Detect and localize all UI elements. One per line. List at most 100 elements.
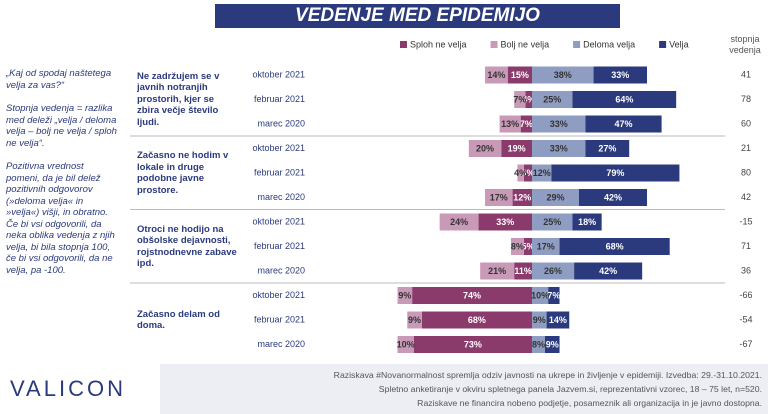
value-label: 8% (532, 339, 545, 349)
bar-segment (532, 336, 545, 353)
footer: VALICON Raziskava #Novanormalnost spreml… (0, 364, 768, 414)
index-value: 78 (741, 94, 751, 104)
value-label: 33% (550, 119, 568, 129)
bar-segment (412, 287, 532, 304)
bar-segment (585, 140, 630, 157)
bar-segment (514, 91, 526, 108)
value-label: 10% (397, 339, 415, 349)
value-label: 12% (533, 168, 551, 178)
footer-line: Spletno anketiranje v okviru spletnega p… (378, 384, 762, 394)
value-label: 9% (408, 315, 421, 325)
bar-segment (532, 213, 573, 231)
value-label: 25% (543, 217, 561, 227)
title: VEDENJE MED EPIDEMIJO (215, 4, 620, 28)
value-label: 64% (615, 94, 633, 104)
index-header: stopnja vedenja (729, 34, 761, 55)
row-label: oktober 2021 (252, 290, 305, 300)
value-label: 25% (543, 94, 561, 104)
value-label: 20% (476, 143, 494, 153)
bar-segment (407, 311, 422, 329)
bar-segment (525, 91, 532, 108)
value-label: 33% (611, 70, 629, 80)
bar-segment (413, 336, 532, 353)
index-value: 80 (741, 167, 751, 177)
value-label: 17% (490, 192, 508, 202)
value-label: 9% (398, 290, 411, 300)
legend-swatch (659, 41, 667, 48)
row-label: oktober 2021 (252, 143, 305, 153)
bar-segment (397, 336, 414, 353)
group-label: Otroci ne hodijo na obšolske dejavnosti,… (137, 223, 237, 270)
value-label: 33% (496, 217, 514, 227)
bar-segment (468, 140, 502, 157)
value-label: 47% (615, 119, 633, 129)
note: Pozitivna vrednost pomeni, da je bil del… (6, 161, 115, 276)
value-label: 68% (468, 315, 486, 325)
row-label: februar 2021 (254, 94, 305, 104)
bar-segment (501, 140, 532, 157)
group-label: Začasno delam od doma. (137, 308, 220, 332)
index-value: 60 (741, 118, 751, 128)
value-label: 24% (450, 217, 468, 227)
value-label: 4% (522, 94, 535, 104)
bar-segment (499, 115, 521, 133)
chart: Sploh ne velja Bolj ne velja Deloma velja V… (130, 39, 753, 353)
bar-segment (520, 115, 532, 133)
bar-segment (532, 66, 594, 84)
bar-segment (532, 164, 552, 182)
value-label: 27% (598, 143, 616, 153)
bar-segment (485, 66, 508, 84)
bar-segment (517, 164, 524, 182)
row-label: februar 2021 (254, 314, 305, 324)
note: „Kaj od spodaj naštetega velja za vas?“ (6, 68, 112, 91)
index-value: 71 (741, 241, 751, 251)
value-label: 79% (606, 168, 624, 178)
bar-segment (514, 262, 532, 280)
bar-segment (572, 213, 602, 231)
value-label: 5% (521, 241, 534, 251)
value-label: 7% (520, 119, 533, 129)
value-label: 8% (511, 241, 524, 251)
bar-segment (532, 115, 586, 133)
bar-segment (532, 91, 573, 108)
bar-segment (397, 287, 413, 304)
value-label: 13% (501, 119, 519, 129)
bar-segment (478, 213, 532, 231)
bar-segment (512, 189, 532, 206)
footer-line: Raziskava #Novanormalnost spremlja odziv… (333, 370, 762, 380)
row-label: februar 2021 (254, 241, 305, 251)
bar-segment (578, 189, 648, 206)
value-label: 11% (514, 266, 532, 276)
value-label: 5% (521, 168, 534, 178)
bar-segment (523, 238, 532, 255)
value-label: 9% (533, 315, 546, 325)
bar-segment (480, 262, 515, 280)
row-label: februar 2021 (254, 167, 305, 177)
group-label: Začasno ne hodim v lokale in druge podob… (137, 150, 229, 196)
bar-segment (421, 311, 532, 329)
notes: „Kaj od spodaj naštetega velja za vas?“ … (6, 68, 118, 288)
index-value: -54 (739, 314, 752, 324)
bar-segment (548, 287, 560, 304)
value-label: 33% (550, 143, 568, 153)
index-value: 21 (741, 143, 751, 153)
bar-segment (532, 287, 549, 304)
bar-segment (532, 311, 547, 329)
row-label: marec 2020 (257, 339, 305, 349)
bar-segment (439, 213, 479, 231)
bar-segment (574, 262, 643, 280)
index-value: -66 (739, 290, 752, 300)
bar-segment (544, 336, 560, 353)
bar-segment (572, 91, 677, 108)
value-label: 18% (578, 217, 596, 227)
value-label: 17% (537, 241, 555, 251)
bar-segment (507, 66, 532, 84)
row-label: marec 2020 (257, 118, 305, 128)
value-label: 14% (549, 315, 567, 325)
value-label: 68% (606, 241, 624, 251)
value-label: 38% (554, 70, 572, 80)
value-label: 7% (547, 290, 560, 300)
bar-segment (532, 140, 586, 157)
value-label: 7% (513, 94, 526, 104)
